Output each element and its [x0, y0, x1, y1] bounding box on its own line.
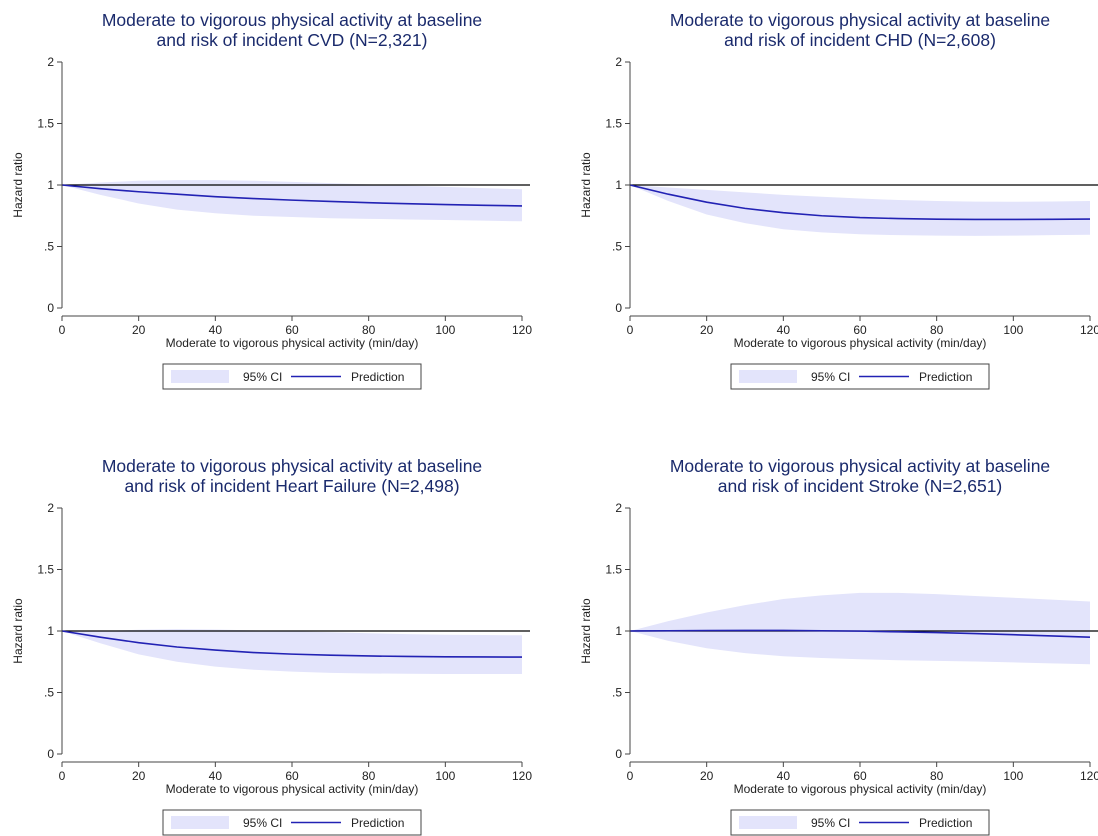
y-axis-label: Hazard ratio [579, 152, 593, 218]
chart-title-line-2: and risk of incident CHD (N=2,608) [724, 30, 996, 50]
chart-title-line-2: and risk of incident Heart Failure (N=2,… [124, 476, 459, 496]
y-axis-label: Hazard ratio [579, 598, 593, 664]
chart-title-line-1: Moderate to vigorous physical activity a… [102, 10, 482, 30]
x-tick-label: 100 [1003, 323, 1023, 337]
y-tick-label: .5 [44, 686, 54, 700]
x-axis-label: Moderate to vigorous physical activity (… [734, 782, 987, 796]
x-tick-label: 60 [285, 323, 299, 337]
x-axis-label: Moderate to vigorous physical activity (… [734, 336, 987, 350]
y-tick-label: 1.5 [605, 117, 622, 131]
ci-band [630, 185, 1090, 236]
prediction-line [61, 184, 523, 207]
chart-title-line-1: Moderate to vigorous physical activity a… [102, 456, 482, 476]
x-tick-label: 20 [132, 323, 146, 337]
x-tick-label: 0 [59, 769, 66, 783]
x-tick-label: 100 [435, 323, 455, 337]
chart-panel-2: Moderate to vigorous physical activity a… [579, 10, 1098, 390]
legend-prediction-label: Prediction [351, 816, 404, 830]
legend: 95% CI Prediction [162, 363, 422, 390]
chart-title: Moderate to vigorous physical activity a… [670, 10, 1050, 50]
y-tick-label: 0 [47, 301, 54, 315]
chart-title-line-2: and risk of incident CVD (N=2,321) [157, 30, 428, 50]
y-axis-label: Hazard ratio [11, 598, 25, 664]
y-tick-label: 2 [615, 501, 622, 515]
x-tick-label: 60 [853, 323, 867, 337]
y-tick-label: .5 [44, 240, 54, 254]
x-tick-label: 100 [1003, 769, 1023, 783]
x-tick-label: 40 [209, 769, 223, 783]
legend-ci-label: 95% CI [811, 370, 850, 384]
x-tick-label: 80 [930, 769, 944, 783]
y-tick-label: 1 [615, 178, 622, 192]
chart-title-line-2: and risk of incident Stroke (N=2,651) [718, 476, 1003, 496]
x-tick-label: 100 [435, 769, 455, 783]
x-tick-label: 20 [700, 323, 714, 337]
legend: 95% CI Prediction [162, 809, 422, 836]
chart-panel-3: Moderate to vigorous physical activity a… [11, 456, 532, 836]
x-tick-label: 20 [132, 769, 146, 783]
prediction-line [629, 629, 1091, 638]
prediction-line [61, 630, 523, 658]
x-tick-label: 20 [700, 769, 714, 783]
y-tick-label: 1.5 [605, 563, 622, 577]
chart-title: Moderate to vigorous physical activity a… [102, 456, 482, 496]
legend-prediction-label: Prediction [919, 816, 972, 830]
x-tick-label: 0 [59, 323, 66, 337]
x-tick-label: 120 [512, 769, 532, 783]
y-tick-label: .5 [612, 240, 622, 254]
x-tick-label: 0 [627, 769, 634, 783]
chart-title-line-1: Moderate to vigorous physical activity a… [670, 456, 1050, 476]
legend-ci-swatch [739, 370, 797, 383]
x-tick-label: 40 [777, 323, 791, 337]
y-tick-label: 1 [47, 624, 54, 638]
x-tick-label: 80 [362, 769, 376, 783]
y-tick-label: 0 [615, 301, 622, 315]
ci-band [630, 592, 1090, 665]
legend: 95% CI Prediction [730, 809, 990, 836]
x-tick-label: 120 [1080, 323, 1098, 337]
x-tick-label: 80 [362, 323, 376, 337]
x-tick-label: 80 [930, 323, 944, 337]
x-tick-label: 60 [285, 769, 299, 783]
chart-title-line-1: Moderate to vigorous physical activity a… [670, 10, 1050, 30]
y-tick-label: .5 [612, 686, 622, 700]
x-axis-label: Moderate to vigorous physical activity (… [166, 336, 419, 350]
chart-title: Moderate to vigorous physical activity a… [102, 10, 482, 50]
legend-ci-label: 95% CI [243, 816, 282, 830]
prediction-line [629, 184, 1091, 221]
legend-ci-swatch [739, 816, 797, 829]
y-tick-label: 0 [47, 747, 54, 761]
chart-panel-1: Moderate to vigorous physical activity a… [11, 10, 532, 390]
x-tick-label: 60 [853, 769, 867, 783]
y-tick-label: 0 [615, 747, 622, 761]
legend-ci-label: 95% CI [243, 370, 282, 384]
x-tick-label: 120 [1080, 769, 1098, 783]
x-tick-label: 120 [512, 323, 532, 337]
chart-panel-4: Moderate to vigorous physical activity a… [579, 456, 1098, 836]
y-tick-label: 2 [47, 501, 54, 515]
y-tick-label: 1 [615, 624, 622, 638]
y-tick-label: 1.5 [37, 117, 54, 131]
legend-prediction-label: Prediction [919, 370, 972, 384]
legend-ci-label: 95% CI [811, 816, 850, 830]
x-tick-label: 0 [627, 323, 634, 337]
x-axis-label: Moderate to vigorous physical activity (… [166, 782, 419, 796]
x-tick-label: 40 [777, 769, 791, 783]
legend: 95% CI Prediction [730, 363, 990, 390]
y-tick-label: 2 [615, 55, 622, 69]
x-tick-label: 40 [209, 323, 223, 337]
chart-title: Moderate to vigorous physical activity a… [670, 456, 1050, 496]
legend-ci-swatch [171, 370, 229, 383]
legend-prediction-label: Prediction [351, 370, 404, 384]
ci-band [62, 629, 522, 675]
y-tick-label: 1 [47, 178, 54, 192]
y-tick-label: 1.5 [37, 563, 54, 577]
y-tick-label: 2 [47, 55, 54, 69]
legend-ci-swatch [171, 816, 229, 829]
y-axis-label: Hazard ratio [11, 152, 25, 218]
